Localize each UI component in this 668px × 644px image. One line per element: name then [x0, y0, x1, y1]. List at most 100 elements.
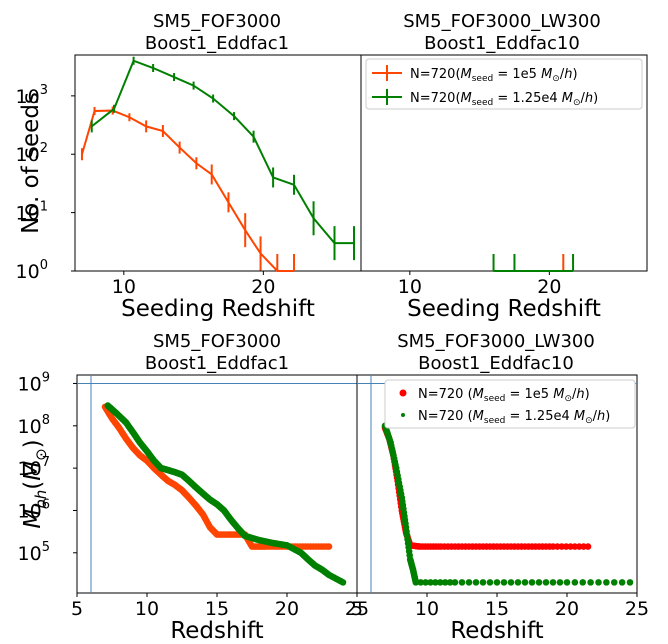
- panel-top-right: SM5_FOF3000_LW300 Boost1_Eddfac10 10 20 S…: [360, 11, 648, 322]
- ytick-label: 106: [18, 497, 50, 522]
- xtick-label: 15: [205, 598, 229, 620]
- xlabel-bottom-left: Redshift: [170, 618, 263, 644]
- series-1: [381, 424, 592, 550]
- scatter-point: [446, 579, 454, 586]
- scatter-point: [493, 579, 501, 586]
- xtick-label: 15: [485, 598, 509, 620]
- axes-top-left: [74, 54, 362, 272]
- title-top-left-line2: Boost1_Eddfac1: [145, 33, 289, 54]
- scatter-point: [339, 579, 347, 586]
- legend-entry-1-bottom: N=720 (Mseed = 1e5 M⊙/h): [399, 387, 590, 404]
- legend-entry-2-bottom: N=720 (Mseed = 1.25e4 M⊙/h): [401, 409, 610, 426]
- series-line: [91, 59, 355, 245]
- legend-label: N=720 (Mseed = 1e5 M⊙/h): [418, 387, 590, 404]
- axes-bottom-left: [76, 374, 358, 594]
- scatter-point: [542, 579, 550, 586]
- scatter-point: [427, 579, 434, 586]
- scatter-point: [437, 579, 444, 586]
- scatter-point: [417, 579, 425, 586]
- title-bottom-right-line2: Boost1_Eddfac10: [418, 353, 574, 374]
- ytick-label: 107: [18, 455, 50, 480]
- xtick-label: 25: [625, 598, 649, 620]
- xtick-label: 10: [398, 276, 422, 298]
- scatter-point: [595, 579, 602, 586]
- scatter-point: [556, 579, 564, 586]
- scatter-point: [528, 579, 536, 586]
- scatter-point: [618, 579, 626, 586]
- series-line: [81, 109, 295, 272]
- scatter-point: [579, 579, 587, 586]
- series-2: [492, 254, 575, 272]
- scatter-point: [563, 579, 571, 586]
- ytick-labels-top-left: 100 101 102 103: [16, 83, 75, 283]
- title-bottom-right-line1: SM5_FOF3000_LW300: [397, 331, 595, 352]
- series-group-top-left: [80, 56, 356, 272]
- xlabel-top-right: Seeding Redshift: [407, 296, 601, 322]
- legend-label: N=720(Mseed = 1e5 M⊙/h): [410, 67, 578, 84]
- ytick-label: 103: [16, 83, 48, 108]
- series-1: [101, 403, 333, 550]
- scatter-point: [432, 579, 439, 586]
- xtick-label: 10: [112, 276, 136, 298]
- legend-entry-1-top: N=720(Mseed = 1e5 M⊙/h): [372, 65, 578, 84]
- scatter-point: [535, 579, 543, 586]
- xtick-label: 20: [275, 598, 299, 620]
- legend-box-bottom-right: [384, 379, 636, 429]
- reference-lines-bottom-left: [77, 375, 357, 593]
- scatter-point: [486, 579, 494, 586]
- ytick-label: 105: [18, 540, 50, 565]
- scatter-point: [584, 543, 592, 550]
- scatter-point: [514, 579, 522, 586]
- panel-top-left: SM5_FOF3000 Boost1_Eddfac1 100101102103 …: [16, 11, 362, 322]
- scatter-point: [458, 579, 466, 586]
- scatter-point: [500, 579, 508, 586]
- ylabel-top-left: No. of seeds: [18, 92, 44, 234]
- scatter-point: [472, 579, 480, 586]
- title-top-left-line1: SM5_FOF3000: [153, 11, 281, 32]
- legend-label: N=720(Mseed = 1.25e4 M⊙/h): [410, 91, 598, 108]
- scatter-point: [507, 579, 515, 586]
- legend-bottom-right: N=720 (Mseed = 1e5 M⊙/h) N=720 (Mseed = …: [384, 379, 636, 429]
- legend-top-right: N=720(Mseed = 1e5 M⊙/h) N=720(Mseed = 1.…: [365, 58, 643, 110]
- series-2: [90, 56, 356, 261]
- scatter-point: [325, 543, 333, 550]
- ytick-label: 102: [16, 141, 48, 166]
- legend-box-top-right: [365, 58, 643, 110]
- series-group-bottom-right: [381, 422, 634, 586]
- title-bottom-left-line2: Boost1_Eddfac1: [145, 353, 289, 374]
- scatter-point: [587, 579, 594, 586]
- scatter-point: [603, 579, 610, 586]
- xtick-label: 20: [251, 276, 275, 298]
- xtick-label: 5: [71, 598, 83, 620]
- scatter-point: [610, 579, 618, 586]
- scatter-point: [451, 579, 459, 586]
- legend-marker-dot: [401, 413, 405, 417]
- ylabel-bottom-left: Mbh(M⊙): [20, 439, 50, 528]
- xlabel-bottom-right: Redshift: [450, 618, 543, 644]
- xtick-label: 25: [345, 598, 369, 620]
- scatter-point: [412, 579, 420, 586]
- xtick-labels-top-left: 10 20: [112, 271, 275, 298]
- xtick-labels-bottom-left: 5 10 15 20 25: [71, 593, 369, 620]
- scatter-point: [571, 579, 579, 586]
- xtick-labels-top-right: 10 20: [398, 271, 561, 298]
- scatter-point: [441, 579, 449, 586]
- ytick-label: 109: [18, 370, 50, 395]
- series-group-top-right: [492, 254, 575, 272]
- series-1: [80, 106, 296, 272]
- xtick-label: 10: [135, 598, 159, 620]
- xtick-label: 10: [415, 598, 439, 620]
- ytick-labels-bottom-left: 105 106 107 108 109: [18, 370, 77, 565]
- scatter-point: [465, 579, 473, 586]
- title-top-right-line2: Boost1_Eddfac10: [424, 33, 580, 54]
- title-bottom-left-line1: SM5_FOF3000: [153, 331, 281, 352]
- panel-bottom-left: SM5_FOF3000 Boost1_Eddfac1 1051061071081…: [18, 331, 370, 644]
- series-2: [104, 402, 347, 586]
- series-2: [381, 422, 634, 586]
- title-top-right-line1: SM5_FOF3000_LW300: [403, 11, 601, 32]
- ytick-label: 108: [18, 413, 50, 438]
- ytick-label: 100: [16, 258, 48, 283]
- xlabel-top-left: Seeding Redshift: [121, 296, 315, 322]
- xtick-label: 5: [351, 598, 363, 620]
